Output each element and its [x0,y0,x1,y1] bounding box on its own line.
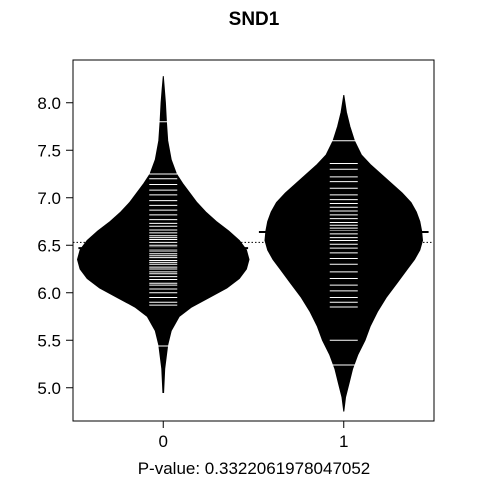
x-tick-label: 0 [159,432,168,451]
x-axis-label: P-value: 0.3322061978047052 [138,459,371,478]
y-tick-label: 7.5 [37,141,61,160]
plot-frame [72,59,435,422]
bean-0 [76,76,250,393]
y-tick-label: 7.0 [37,189,61,208]
y-tick-label: 6.0 [37,284,61,303]
beans-layer [72,59,435,422]
chart-title: SND1 [229,9,280,30]
y-tick-label: 5.5 [37,331,61,350]
y-tick-label: 6.5 [37,236,61,255]
y-tick-label: 5.0 [37,379,61,398]
y-tick-label: 8.0 [37,94,61,113]
y-axis: 5.0 5.5 6.0 6.5 7.0 7.5 8.0 [37,94,73,398]
x-tick-label: 1 [339,432,348,451]
